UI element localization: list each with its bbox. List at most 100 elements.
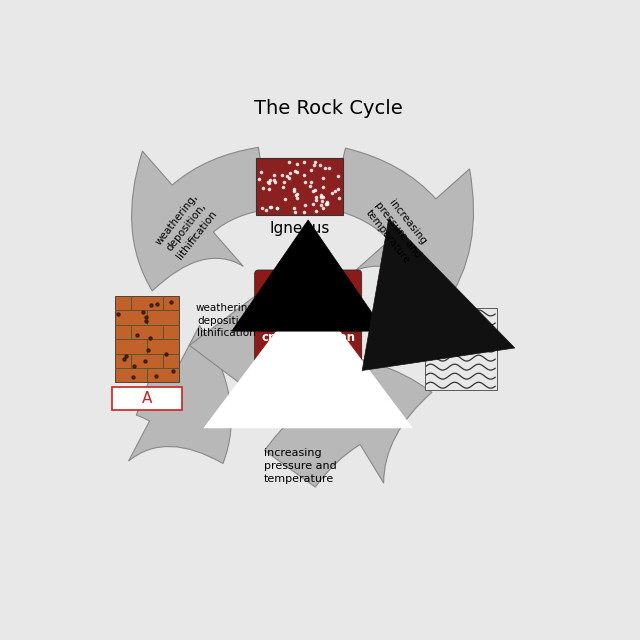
- Point: [145, 333, 156, 343]
- Point: [308, 186, 318, 196]
- Point: [292, 166, 302, 177]
- Point: [262, 177, 273, 187]
- Point: [300, 157, 310, 168]
- Point: [151, 371, 161, 381]
- Point: [141, 312, 152, 323]
- Point: [165, 297, 175, 307]
- Point: [128, 372, 138, 382]
- Bar: [425, 308, 497, 390]
- Text: Magma: Magma: [281, 378, 335, 391]
- Point: [152, 299, 163, 309]
- Point: [113, 309, 124, 319]
- Text: weathering,
deposition,
lithification: weathering, deposition, lithification: [154, 192, 220, 262]
- Text: Igneous: Igneous: [269, 221, 330, 236]
- Text: A: A: [142, 391, 152, 406]
- Point: [317, 192, 328, 202]
- Point: [299, 207, 309, 217]
- Bar: [256, 158, 343, 215]
- Point: [272, 203, 282, 213]
- Text: melting
and
crystallization: melting and crystallization: [261, 297, 355, 344]
- Point: [138, 307, 148, 317]
- Point: [305, 181, 316, 191]
- Point: [316, 189, 326, 200]
- Point: [321, 199, 332, 209]
- Point: [318, 204, 328, 214]
- Point: [333, 184, 344, 195]
- Point: [289, 204, 300, 214]
- FancyBboxPatch shape: [255, 270, 362, 411]
- Point: [258, 183, 268, 193]
- Point: [322, 197, 332, 207]
- Point: [310, 157, 320, 167]
- Point: [310, 185, 320, 195]
- Point: [310, 195, 321, 205]
- Bar: [112, 387, 182, 410]
- Point: [289, 186, 300, 196]
- Point: [321, 199, 332, 209]
- Point: [161, 349, 172, 359]
- Point: [324, 163, 334, 173]
- Point: [305, 177, 316, 187]
- Point: [315, 160, 325, 170]
- Point: [322, 198, 332, 209]
- Point: [253, 173, 264, 184]
- Point: [317, 182, 328, 192]
- Point: [291, 166, 301, 177]
- Point: [308, 160, 319, 170]
- Text: weathering,
deposition,
lithification: weathering, deposition, lithification: [195, 303, 257, 338]
- Point: [307, 164, 317, 175]
- Point: [285, 168, 295, 178]
- Text: increasing
pressure and
temperature: increasing pressure and temperature: [363, 192, 432, 267]
- Point: [333, 171, 343, 181]
- Point: [264, 179, 274, 189]
- Point: [280, 194, 290, 204]
- Point: [299, 170, 309, 180]
- Point: [284, 157, 294, 167]
- Point: [129, 362, 139, 372]
- Point: [255, 166, 266, 177]
- Point: [300, 200, 310, 211]
- Point: [132, 330, 142, 340]
- Text: B: B: [394, 324, 404, 339]
- Point: [284, 173, 294, 183]
- Point: [318, 173, 328, 183]
- Point: [272, 203, 282, 213]
- Point: [168, 366, 178, 376]
- Point: [264, 184, 274, 194]
- Point: [292, 193, 303, 204]
- Point: [300, 177, 310, 188]
- Text: —: —: [184, 230, 199, 244]
- Point: [316, 192, 326, 202]
- Point: [278, 182, 289, 193]
- Text: increasing
pressure and
temperature: increasing pressure and temperature: [264, 448, 336, 484]
- Point: [330, 186, 340, 196]
- Point: [308, 198, 319, 209]
- Point: [291, 190, 301, 200]
- Point: [279, 177, 289, 188]
- Point: [120, 351, 131, 362]
- Point: [316, 200, 326, 210]
- Point: [292, 159, 302, 169]
- Point: [146, 300, 156, 310]
- Point: [257, 203, 267, 213]
- Point: [282, 171, 292, 181]
- Point: [333, 193, 344, 203]
- Point: [290, 207, 300, 217]
- Point: [311, 191, 321, 202]
- Point: [311, 205, 321, 216]
- Text: The Rock Cycle: The Rock Cycle: [253, 99, 403, 118]
- Point: [264, 175, 275, 185]
- Point: [269, 175, 279, 185]
- Point: [118, 354, 129, 364]
- Point: [140, 356, 150, 366]
- Point: [266, 202, 276, 212]
- Point: [141, 316, 151, 326]
- Bar: [375, 317, 422, 346]
- Bar: [115, 296, 179, 382]
- Point: [277, 170, 287, 180]
- Point: [269, 177, 280, 187]
- Point: [292, 189, 302, 199]
- Point: [143, 344, 154, 355]
- Point: [264, 202, 275, 212]
- Point: [327, 188, 337, 198]
